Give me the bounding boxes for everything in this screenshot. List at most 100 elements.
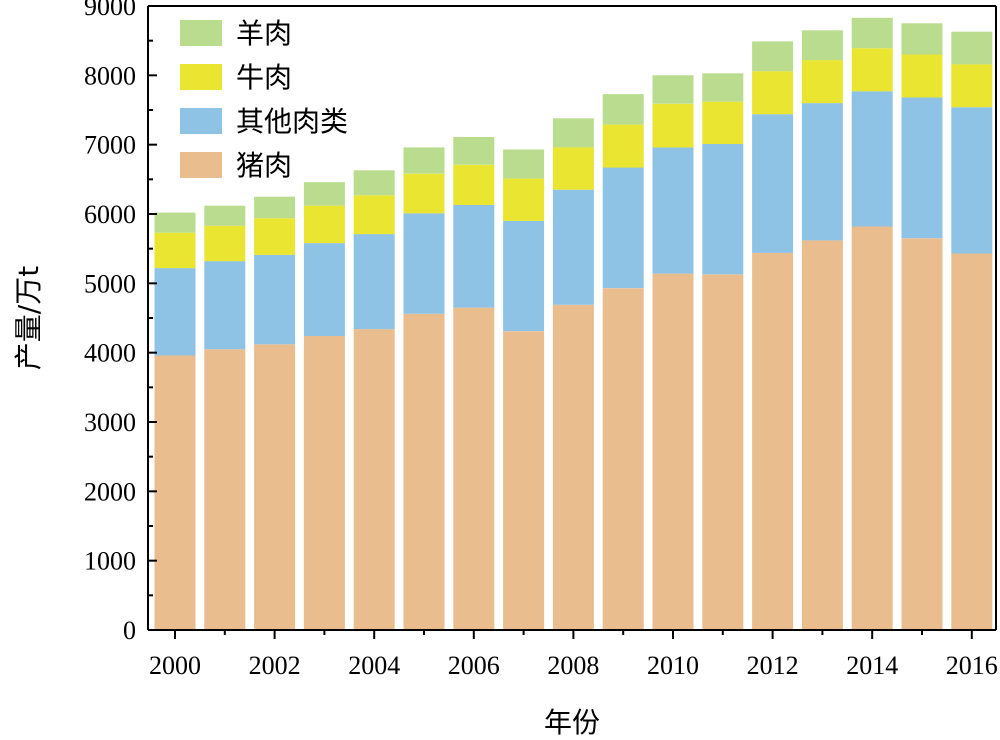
bar-segment-2006-2 xyxy=(453,164,495,205)
bar-segment-2012-0 xyxy=(752,252,794,631)
bar-segment-2000-1 xyxy=(154,268,196,356)
x-tick-label: 2002 xyxy=(249,651,301,680)
bar-segment-2009-1 xyxy=(602,167,644,289)
bar-segment-2002-0 xyxy=(254,344,296,630)
bar-segment-2010-2 xyxy=(652,103,694,148)
y-tick-label: 2000 xyxy=(84,477,136,506)
bar-segment-2003-2 xyxy=(303,205,345,244)
bar-segment-2005-2 xyxy=(403,173,445,214)
bar-segment-2012-2 xyxy=(752,71,794,115)
bar-segment-2000-2 xyxy=(154,232,196,269)
bar-segment-2016-3 xyxy=(951,31,993,65)
bar-segment-2007-3 xyxy=(503,149,545,179)
bar-segment-2014-3 xyxy=(851,17,893,49)
bar-segment-2013-1 xyxy=(801,103,843,241)
bar-segment-2015-3 xyxy=(901,23,943,55)
y-tick-label: 9000 xyxy=(84,0,136,21)
legend-label: 其他肉类 xyxy=(236,105,348,138)
legend-swatch xyxy=(180,152,222,178)
y-tick-label: 5000 xyxy=(84,269,136,298)
bar-segment-2009-3 xyxy=(602,94,644,125)
bar-segment-2000-0 xyxy=(154,355,196,630)
x-tick-label: 2010 xyxy=(647,651,699,680)
bar-segment-2001-0 xyxy=(204,349,246,630)
bar-segment-2000-3 xyxy=(154,212,196,233)
bar-segment-2014-0 xyxy=(851,226,893,630)
y-tick-label: 7000 xyxy=(84,131,136,160)
bar-segment-2007-2 xyxy=(503,178,545,221)
bar-segment-2012-1 xyxy=(752,114,794,253)
bar-segment-2012-3 xyxy=(752,41,794,72)
y-tick-label: 0 xyxy=(123,616,136,645)
legend-label: 猪肉 xyxy=(236,149,292,182)
bar-segment-2008-0 xyxy=(552,304,594,630)
bar-segment-2004-2 xyxy=(353,195,395,235)
x-tick-label: 2000 xyxy=(149,651,201,680)
bar-group xyxy=(154,17,993,631)
y-axis-title: 产量/万t xyxy=(12,266,45,370)
x-ticks: 2000 2002 2004 2006 2008 2010 2012 2014 2016 xyxy=(149,630,998,680)
bar-segment-2006-3 xyxy=(453,137,495,165)
legend-label: 羊肉 xyxy=(236,17,292,50)
bar-segment-2003-1 xyxy=(303,243,345,336)
bar-segment-2001-3 xyxy=(204,205,246,226)
bar-segment-2001-2 xyxy=(204,225,246,262)
x-tick-label: 2008 xyxy=(547,651,599,680)
bar-segment-2005-0 xyxy=(403,313,445,630)
bar-segment-2013-0 xyxy=(801,240,843,631)
legend-swatch xyxy=(180,64,222,90)
y-tick-label: 3000 xyxy=(84,408,136,437)
x-tick-label: 2012 xyxy=(747,651,799,680)
bar-segment-2001-1 xyxy=(204,261,246,350)
bar-segment-2010-3 xyxy=(652,75,694,104)
bar-segment-2016-0 xyxy=(951,253,993,630)
bar-segment-2004-0 xyxy=(353,329,395,630)
bar-segment-2011-3 xyxy=(702,73,744,102)
bar-segment-2004-3 xyxy=(353,170,395,196)
bar-segment-2013-3 xyxy=(801,30,843,61)
x-tick-label: 2016 xyxy=(946,651,998,680)
y-ticks: 0 1000 2000 3000 4000 5000 6000 7000 8000 9000 xyxy=(84,0,157,645)
bar-segment-2016-2 xyxy=(951,64,993,108)
y-tick-label: 1000 xyxy=(84,547,136,576)
bar-segment-2008-3 xyxy=(552,118,594,148)
y-tick-label: 6000 xyxy=(84,200,136,229)
bar-segment-2014-2 xyxy=(851,48,893,92)
legend-label: 牛肉 xyxy=(236,61,292,94)
bar-segment-2016-1 xyxy=(951,107,993,254)
bar-segment-2015-0 xyxy=(901,238,943,631)
bar-segment-2010-0 xyxy=(652,273,694,630)
bar-segment-2011-2 xyxy=(702,101,744,144)
x-axis-title: 年份 xyxy=(544,706,600,739)
bar-segment-2013-2 xyxy=(801,60,843,104)
bar-segment-2007-1 xyxy=(503,220,545,332)
bar-segment-2005-1 xyxy=(403,213,445,314)
bar-segment-2007-0 xyxy=(503,331,545,630)
bar-segment-2004-1 xyxy=(353,234,395,330)
bar-segment-2002-3 xyxy=(254,196,296,219)
y-tick-label: 4000 xyxy=(84,339,136,368)
bar-segment-2009-2 xyxy=(602,124,644,168)
bar-segment-2008-2 xyxy=(552,147,594,190)
bar-segment-2009-0 xyxy=(602,288,644,630)
bar-segment-2011-0 xyxy=(702,274,744,630)
y-tick-label: 8000 xyxy=(84,61,136,90)
bar-segment-2015-2 xyxy=(901,54,943,98)
bar-segment-2015-1 xyxy=(901,97,943,239)
bar-segment-2005-3 xyxy=(403,147,445,174)
x-tick-label: 2014 xyxy=(846,651,898,680)
bar-segment-2014-1 xyxy=(851,91,893,227)
x-tick-label: 2004 xyxy=(348,651,400,680)
bar-segment-2003-0 xyxy=(303,336,345,630)
bar-segment-2002-2 xyxy=(254,218,296,255)
bar-segment-2011-1 xyxy=(702,144,744,275)
bar-segment-2008-1 xyxy=(552,189,594,305)
bar-segment-2010-1 xyxy=(652,147,694,274)
bar-segment-2006-0 xyxy=(453,307,495,630)
x-tick-label: 2006 xyxy=(448,651,500,680)
legend-swatch xyxy=(180,108,222,134)
bar-segment-2003-3 xyxy=(303,182,345,206)
